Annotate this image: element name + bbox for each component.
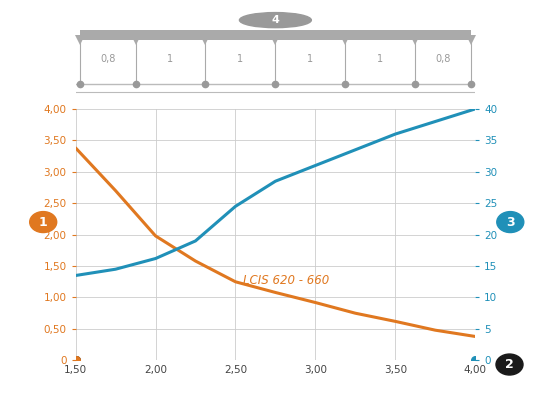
Text: 0,8: 0,8 [436,54,451,64]
Text: 1: 1 [238,54,244,64]
Text: 4: 4 [272,15,279,25]
Circle shape [239,13,312,28]
Text: 3: 3 [506,215,515,229]
Text: 2: 2 [505,358,514,371]
Text: 1: 1 [39,215,48,229]
Text: 0,8: 0,8 [100,54,115,64]
Text: 1: 1 [167,54,173,64]
Text: 1: 1 [307,54,313,64]
Bar [79,30,471,40]
Text: LCIS 620 - 660: LCIS 620 - 660 [244,274,330,287]
Text: 1: 1 [377,54,383,64]
